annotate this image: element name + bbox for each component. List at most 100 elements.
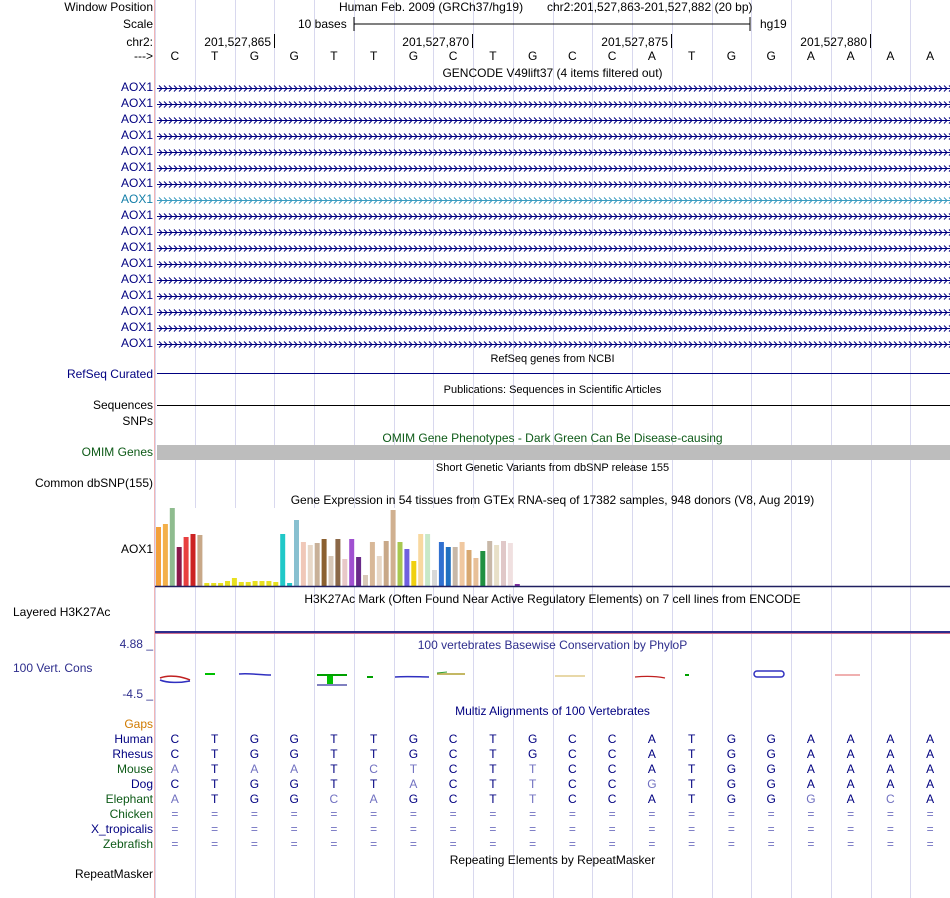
gtex-tissue-bar (162, 524, 168, 586)
gencode-transcript-label[interactable]: AOX1 (120, 240, 153, 254)
gencode-transcript-label[interactable]: AOX1 (120, 208, 153, 222)
multiz-base: = (926, 807, 934, 821)
scale-label: Scale (122, 17, 153, 31)
panel-separator (154, 0, 155, 898)
track-label-dbsnp[interactable]: Common dbSNP(155) (34, 476, 153, 490)
multiz-base: = (608, 837, 616, 851)
refseq-intron-line[interactable] (157, 373, 950, 374)
gencode-transcript (157, 85, 950, 92)
track-label-gaps[interactable]: Gaps (124, 717, 153, 731)
multiz-base: A (886, 732, 895, 746)
track-label-refseq[interactable]: RefSeq Curated (66, 367, 153, 381)
gencode-transcript-label[interactable]: AOX1 (120, 80, 153, 94)
multiz-base: T (330, 762, 338, 776)
multiz-base: C (170, 777, 180, 791)
multiz-base: G (766, 732, 776, 746)
gtex-tissue-bar (487, 541, 493, 586)
multiz-base: = (847, 807, 855, 821)
multiz-base: = (409, 822, 417, 836)
position-readout: chr2:201,527,863-201,527,882 (20 bp) (547, 0, 753, 14)
multiz-species-label[interactable]: Rhesus (112, 747, 153, 761)
multiz-species-label[interactable]: Elephant (105, 792, 153, 806)
gtex-tissue-bar (156, 527, 161, 586)
multiz-species-label[interactable]: Dog (130, 777, 153, 791)
gencode-transcript-label[interactable]: AOX1 (120, 192, 153, 206)
dna-base: G (289, 49, 299, 63)
multiz-base: G (408, 792, 419, 806)
gencode-transcript-label[interactable]: AOX1 (120, 304, 153, 318)
conservation-wiggle[interactable] (155, 668, 950, 694)
gencode-transcript-label[interactable]: AOX1 (120, 128, 153, 142)
assembly-short: hg19 (760, 17, 787, 31)
gtex-tissue-bar (169, 508, 175, 586)
track-label-gtex[interactable]: AOX1 (120, 542, 153, 556)
multiz-base: = (568, 807, 576, 821)
gencode-transcript-label[interactable]: AOX1 (120, 288, 153, 302)
dna-base: G (766, 49, 776, 63)
omim-gene-bar[interactable] (157, 445, 950, 460)
track-label-cons[interactable]: 100 Vert. Cons (13, 661, 93, 675)
multiz-species-label[interactable]: Chicken (109, 807, 153, 821)
gtex-tissue-bar (438, 542, 444, 586)
gtex-tissue-bar (369, 542, 375, 586)
multiz-species-label[interactable]: X_tropicalis (90, 822, 153, 836)
dna-base: T (369, 49, 378, 63)
gencode-transcript (157, 117, 950, 124)
gtex-tissue-bar (397, 542, 403, 586)
track-image-panel[interactable]: Human Feb. 2009 (GRCh37/hg19) chr2:201,5… (155, 0, 950, 898)
gtex-bar-chart[interactable] (155, 506, 950, 588)
gencode-transcript-label[interactable]: AOX1 (120, 96, 153, 110)
track-label-sequences[interactable]: Sequences (92, 398, 153, 412)
gencode-transcript (157, 213, 950, 220)
gtex-tissue-bar (294, 520, 299, 586)
multiz-base: = (370, 837, 378, 851)
multiz-base: T (489, 777, 497, 791)
multiz-species-label[interactable]: Zebrafish (102, 837, 153, 851)
dbsnp-track-title: Short Genetic Variants from dbSNP releas… (435, 462, 670, 474)
sequences-line[interactable] (157, 405, 950, 406)
multiz-base: A (926, 732, 935, 746)
multiz-base: = (250, 807, 258, 821)
track-label-omim[interactable]: OMIM Genes (81, 445, 153, 459)
gencode-transcript-label[interactable]: AOX1 (120, 176, 153, 190)
gencode-transcript-label[interactable]: AOX1 (120, 144, 153, 158)
h3k27ac-signal-line[interactable] (155, 631, 950, 633)
multiz-base: C (369, 762, 378, 776)
gtex-tissue-bar (197, 535, 203, 586)
multiz-base: C (607, 732, 617, 746)
multiz-base: G (249, 777, 260, 791)
h3k27ac-signal-line-2 (155, 633, 950, 634)
track-label-snps[interactable]: SNPs (122, 414, 153, 428)
multiz-base: A (170, 792, 179, 806)
multiz-base: T (330, 732, 338, 746)
multiz-base: = (648, 807, 656, 821)
gencode-transcript-label[interactable]: AOX1 (120, 272, 153, 286)
dna-base: C (448, 49, 458, 63)
multiz-base: G (289, 732, 299, 746)
assembly-title: Human Feb. 2009 (GRCh37/hg19) (339, 0, 524, 14)
multiz-base: C (607, 747, 617, 761)
gencode-transcript (157, 165, 950, 172)
multiz-species-label[interactable]: Human (114, 732, 153, 746)
gencode-transcript-label[interactable]: AOX1 (120, 256, 153, 270)
track-label-repeatmasker[interactable]: RepeatMasker (74, 867, 153, 881)
gtex-tissue-bar (383, 541, 389, 586)
gencode-transcript-label[interactable]: AOX1 (120, 320, 153, 334)
gencode-transcript-label[interactable]: AOX1 (120, 224, 153, 238)
multiz-species-label[interactable]: Mouse (116, 762, 153, 776)
gtex-tissue-bar (335, 539, 341, 586)
gencode-transcripts[interactable] (155, 80, 950, 352)
multiz-base: A (409, 777, 418, 791)
pubs-track-title: Publications: Sequences in Scientific Ar… (443, 384, 662, 396)
multiz-base: = (727, 807, 735, 821)
gencode-transcript-label[interactable]: AOX1 (120, 336, 153, 350)
gencode-transcript-label[interactable]: AOX1 (120, 112, 153, 126)
gtex-tissue-bar (452, 547, 458, 586)
scale-bar (353, 17, 751, 31)
multiz-base: = (250, 837, 258, 851)
track-label-h3k27ac[interactable]: Layered H3K27Ac (13, 605, 111, 619)
multiz-base: = (171, 807, 179, 821)
dna-base: C (607, 49, 617, 63)
multiz-base: C (448, 762, 458, 776)
gencode-transcript-label[interactable]: AOX1 (120, 160, 153, 174)
